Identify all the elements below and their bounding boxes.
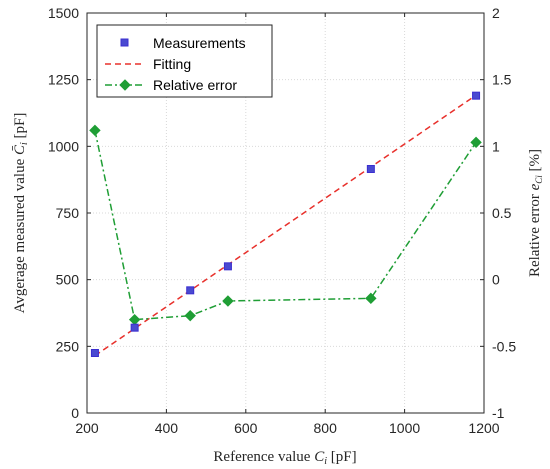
y-tick-label-right: -0.5: [492, 338, 516, 354]
legend-label-fitting: Fitting: [153, 56, 191, 72]
legend-marker-measurements: [120, 38, 129, 47]
legend-marker-relative-error: [119, 79, 131, 91]
y-tick-label-right: -1: [492, 405, 505, 421]
measurement-point: [130, 323, 139, 332]
y-tick-label-left: 0: [71, 405, 79, 421]
x-tick-label: 800: [314, 420, 338, 436]
y-tick-label-right: 1.5: [492, 72, 512, 88]
y-tick-label-left: 500: [56, 272, 80, 288]
y-tick-label-right: 2: [492, 5, 500, 21]
series-layer: [89, 91, 482, 357]
y-tick-label-left: 1500: [48, 5, 79, 21]
y-tick-label-left: 1000: [48, 138, 79, 154]
y-tick-label-left: 250: [56, 338, 80, 354]
legend-label-relative-error: Relative error: [153, 77, 237, 93]
x-tick-label: 1200: [468, 420, 499, 436]
x-tick-label: 600: [234, 420, 258, 436]
y-tick-label-left: 1250: [48, 72, 79, 88]
y-tick-label-right: 1: [492, 138, 500, 154]
legend-entry-relative-error: Relative error: [105, 77, 237, 93]
legend-label-measurements: Measurements: [153, 35, 246, 51]
measurement-point: [223, 262, 232, 271]
series-relative-error-line: [94, 130, 477, 321]
x-tick-label: 1000: [389, 420, 420, 436]
relative-error-point: [365, 292, 377, 305]
measurement-point: [90, 349, 99, 357]
measurement-point: [472, 91, 481, 100]
x-axis-label: Reference value Ci [pF]: [213, 449, 356, 467]
measurement-point: [366, 165, 375, 173]
y-tick-label-right: 0.5: [492, 205, 512, 221]
y-axis-label-left: Avgerage measured value C̄i [pF]: [12, 113, 30, 314]
series-fitting-line: [94, 94, 477, 357]
relative-error-point: [184, 309, 196, 322]
legend-entry-fitting: Fitting: [105, 56, 191, 72]
relative-error-point: [89, 124, 101, 137]
y-tick-label-left: 750: [56, 205, 80, 221]
y-axis-label-right: Relative error eCi [%]: [527, 149, 544, 277]
measurement-point: [186, 286, 195, 295]
x-tick-label: 200: [75, 420, 99, 436]
x-tick-label: 400: [155, 420, 179, 436]
ticks: 200 400 600 800 1000 1200 0 250 500 750 1000 1250 15…: [48, 5, 516, 436]
legend: Measurements Fitting Relative error: [96, 24, 273, 98]
relative-error-point: [222, 295, 234, 307]
y-tick-label-right: 0: [492, 272, 500, 288]
legend-entry-measurements: Measurements: [120, 35, 246, 51]
relative-error-point: [470, 136, 482, 149]
